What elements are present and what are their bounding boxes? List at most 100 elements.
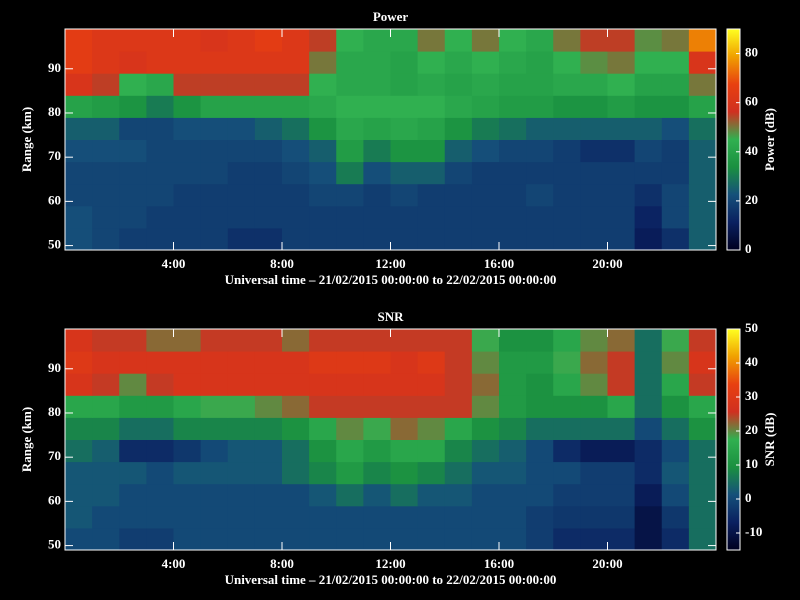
colorbar-tick-label: 60 bbox=[745, 94, 758, 109]
heatmap-cell bbox=[173, 461, 202, 485]
heatmap-cell bbox=[607, 205, 636, 229]
heatmap-cell bbox=[65, 505, 93, 529]
heatmap-cell bbox=[499, 117, 527, 140]
y-tick-label: 70 bbox=[48, 148, 61, 163]
heatmap-cell bbox=[200, 51, 229, 74]
heatmap-cell bbox=[119, 205, 147, 229]
heatmap-cell bbox=[200, 417, 229, 440]
x-tick-label: 4:00 bbox=[162, 556, 186, 571]
heatmap-cell bbox=[282, 183, 310, 207]
heatmap-cell bbox=[119, 117, 147, 140]
heatmap-cell bbox=[119, 461, 147, 485]
heatmap-cell bbox=[119, 227, 147, 251]
heatmap-cell bbox=[227, 439, 256, 463]
heatmap-cell bbox=[444, 73, 473, 96]
heatmap-cell bbox=[390, 73, 419, 96]
heatmap-cell bbox=[309, 373, 337, 396]
colorbar-tick-label: -10 bbox=[745, 524, 762, 539]
heatmap-cell bbox=[309, 51, 337, 74]
heatmap-cell bbox=[553, 439, 581, 463]
heatmap-cell bbox=[146, 117, 174, 140]
heatmap-cell bbox=[688, 395, 717, 418]
heatmap-cell bbox=[634, 395, 663, 418]
heatmap-cell bbox=[336, 527, 364, 551]
heatmap-cell bbox=[309, 95, 337, 118]
x-tick-label: 16:00 bbox=[484, 256, 514, 271]
heatmap-cell bbox=[173, 329, 202, 352]
heatmap-cell bbox=[526, 227, 554, 251]
heatmap-cell bbox=[471, 95, 500, 118]
heatmap-cell bbox=[363, 29, 391, 52]
heatmap-cell bbox=[119, 527, 147, 551]
heatmap-cell bbox=[254, 461, 283, 485]
heatmap-cell bbox=[92, 373, 120, 396]
heatmap-cell bbox=[553, 483, 581, 507]
heatmap-cell bbox=[417, 139, 446, 163]
heatmap-cell bbox=[363, 527, 391, 551]
y-tick-label: 90 bbox=[48, 60, 61, 75]
heatmap-cell bbox=[200, 329, 229, 352]
heatmap-cell bbox=[146, 139, 174, 163]
heatmap-cell bbox=[282, 483, 310, 507]
heatmap-cell bbox=[146, 373, 174, 396]
heatmap-cell bbox=[309, 527, 337, 551]
heatmap-cell bbox=[200, 73, 229, 96]
heatmap-cell bbox=[65, 483, 93, 507]
heatmap-cell bbox=[173, 205, 202, 229]
heatmap-cell bbox=[661, 227, 690, 251]
heatmap-cell bbox=[65, 227, 93, 251]
y-axis-label: Range (km) bbox=[19, 107, 34, 172]
heatmap-cell bbox=[65, 351, 93, 374]
heatmap-cell bbox=[309, 205, 337, 229]
heatmap-cell bbox=[200, 117, 229, 140]
heatmap-cell bbox=[309, 139, 337, 163]
heatmap-cell bbox=[661, 29, 690, 52]
heatmap-cell bbox=[173, 395, 202, 418]
heatmap-cell bbox=[526, 29, 554, 52]
heatmap-cell bbox=[607, 51, 636, 74]
heatmap-cell bbox=[254, 505, 283, 529]
heatmap-cell bbox=[173, 183, 202, 207]
heatmap-cell bbox=[390, 95, 419, 118]
heatmap-cell bbox=[336, 439, 364, 463]
heatmap-cell bbox=[471, 139, 500, 163]
heatmap-cell bbox=[471, 73, 500, 96]
heatmap-cell bbox=[92, 51, 120, 74]
heatmap-cell bbox=[227, 183, 256, 207]
heatmap-cell bbox=[336, 417, 364, 440]
colorbar-label: Power (dB) bbox=[762, 108, 777, 171]
heatmap-cell bbox=[553, 139, 581, 163]
heatmap-cell bbox=[688, 139, 717, 163]
heatmap-cell bbox=[634, 73, 663, 96]
heatmap-cell bbox=[146, 351, 174, 374]
heatmap-cell bbox=[499, 95, 527, 118]
heatmap-cell bbox=[417, 205, 446, 229]
heatmap-cell bbox=[390, 351, 419, 374]
heatmap-cell bbox=[227, 95, 256, 118]
heatmap-cell bbox=[444, 227, 473, 251]
heatmap-cell bbox=[146, 183, 174, 207]
heatmap-cell bbox=[363, 205, 391, 229]
heatmap-cell bbox=[471, 483, 500, 507]
heatmap-cell bbox=[417, 329, 446, 352]
heatmap-cell bbox=[688, 117, 717, 140]
heatmap-cell bbox=[92, 527, 120, 551]
heatmap-cell bbox=[146, 329, 174, 352]
heatmap-cell bbox=[661, 205, 690, 229]
heatmap-cell bbox=[553, 351, 581, 374]
heatmap-cell bbox=[92, 461, 120, 485]
heatmap-cell bbox=[634, 183, 663, 207]
heatmap-cell bbox=[553, 73, 581, 96]
heatmap-cell bbox=[65, 373, 93, 396]
heatmap-cell bbox=[146, 395, 174, 418]
colorbar-tick-label: 40 bbox=[745, 143, 758, 158]
heatmap-cell bbox=[688, 329, 717, 352]
heatmap-cell bbox=[336, 29, 364, 52]
heatmap-cell bbox=[607, 329, 636, 352]
heatmap-cell bbox=[526, 205, 554, 229]
heatmap-cell bbox=[92, 161, 120, 185]
heatmap-cell bbox=[282, 329, 310, 352]
heatmap-cell bbox=[65, 183, 93, 207]
y-tick-label: 50 bbox=[48, 237, 61, 252]
